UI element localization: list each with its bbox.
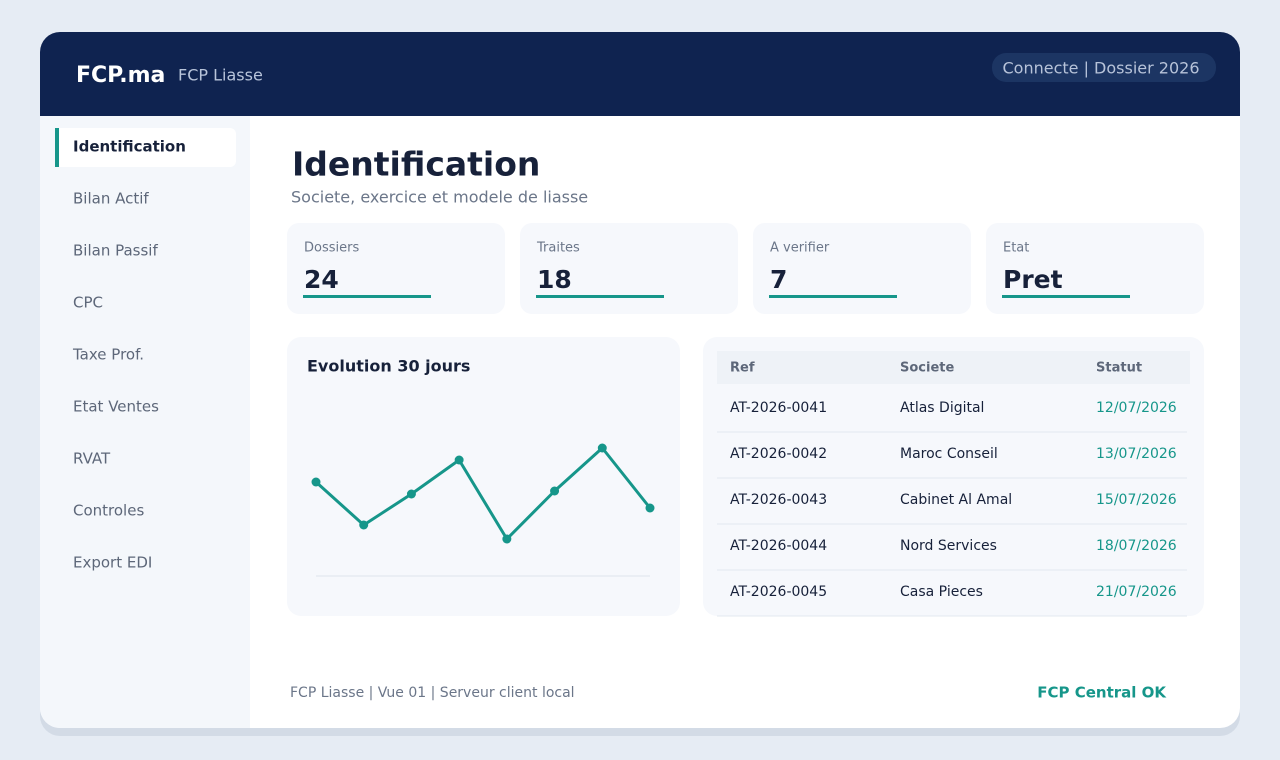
active-item-bg: [55, 128, 236, 167]
table-cell: Maroc Conseil: [900, 446, 998, 462]
kpi-underline: [536, 295, 664, 298]
table-cell: Casa Pieces: [900, 584, 983, 600]
table-cell: 21/07/2026: [1096, 584, 1177, 600]
menu-item[interactable]: RVAT: [73, 450, 111, 468]
chart-title: Evolution 30 jours: [307, 357, 470, 376]
status-text: Connecte | Dossier 2026: [1002, 59, 1199, 78]
table-cell: AT-2026-0042: [730, 446, 827, 462]
data-point: [597, 443, 607, 453]
table-cell: 12/07/2026: [1096, 400, 1177, 416]
table-header: [717, 351, 1190, 384]
header-bar: [40, 32, 1240, 116]
kpi-card: [986, 223, 1204, 314]
data-point: [406, 489, 416, 499]
kpi-label: Etat: [1003, 241, 1029, 256]
menu-item[interactable]: CPC: [73, 294, 103, 312]
kpi-card: [287, 223, 505, 314]
kpi-label: A verifier: [770, 241, 830, 256]
chart: [311, 443, 655, 544]
page-subtitle: Societe, exercice et modele de liasse: [291, 188, 588, 207]
kpi-value: 24: [304, 265, 339, 294]
sidebar: [40, 116, 250, 728]
table-cell: Nord Services: [900, 538, 997, 554]
kpi-underline: [1002, 295, 1130, 298]
data-point: [502, 534, 512, 544]
data-point: [454, 455, 464, 465]
column-header: Societe: [900, 361, 954, 376]
table: Ref Societe Statut AT-2026-0041 Atlas Digita…: [717, 361, 1187, 617]
kpi-value: 18: [537, 265, 572, 294]
table-cell: AT-2026-0041: [730, 400, 827, 416]
table-cell: 13/07/2026: [1096, 446, 1177, 462]
line-series: [314, 446, 652, 541]
menu-item[interactable]: Controles: [73, 502, 144, 520]
table-cell: AT-2026-0044: [730, 538, 827, 554]
table-cell: Atlas Digital: [900, 400, 984, 416]
kpi-label: Traites: [536, 241, 580, 256]
data-point: [311, 477, 321, 487]
kpi-value: 7: [770, 265, 787, 294]
data-point: [359, 520, 369, 530]
menu-item[interactable]: Bilan Passif: [73, 242, 158, 260]
table-cell: 18/07/2026: [1096, 538, 1177, 554]
column-header: Ref: [730, 361, 755, 376]
sidebar-menu: Identification Bilan Actif Bilan Passif CPC…: [55, 128, 236, 572]
table-cell: AT-2026-0043: [730, 492, 827, 508]
kpi-row: Dossiers 24 Traites 18 A verifier 7 Etat Pret: [287, 223, 1204, 314]
kpi-underline: [769, 295, 897, 298]
column-header: Statut: [1096, 361, 1142, 376]
active-indicator: [55, 128, 59, 167]
kpi-label: Dossiers: [304, 241, 359, 256]
table-panel: [703, 337, 1204, 616]
table-cell: AT-2026-0045: [730, 584, 827, 600]
menu-item[interactable]: Etat Ventes: [73, 398, 159, 416]
menu-item[interactable]: Identification: [73, 138, 186, 156]
footer-info: FCP Liasse | Vue 01 | Serveur client loc…: [290, 685, 575, 701]
kpi-card: [753, 223, 971, 314]
table-cell: Cabinet Al Amal: [900, 492, 1012, 508]
app-name: FCP Liasse: [178, 66, 263, 85]
menu-item[interactable]: Taxe Prof.: [72, 346, 144, 364]
data-point: [645, 503, 655, 513]
page-title: Identification: [292, 145, 540, 184]
table-cell: 15/07/2026: [1096, 492, 1177, 508]
chart-panel: [287, 337, 680, 616]
menu-item[interactable]: Bilan Actif: [73, 190, 149, 208]
kpi-underline: [303, 295, 431, 298]
status-pill: [992, 53, 1216, 82]
brand: FCP.ma: [76, 63, 165, 88]
kpi-value: Pret: [1003, 265, 1063, 294]
kpi-card: [520, 223, 738, 314]
menu-item[interactable]: Export EDI: [73, 554, 152, 572]
footer-status: FCP Central OK: [1037, 684, 1167, 702]
data-point: [550, 486, 560, 496]
